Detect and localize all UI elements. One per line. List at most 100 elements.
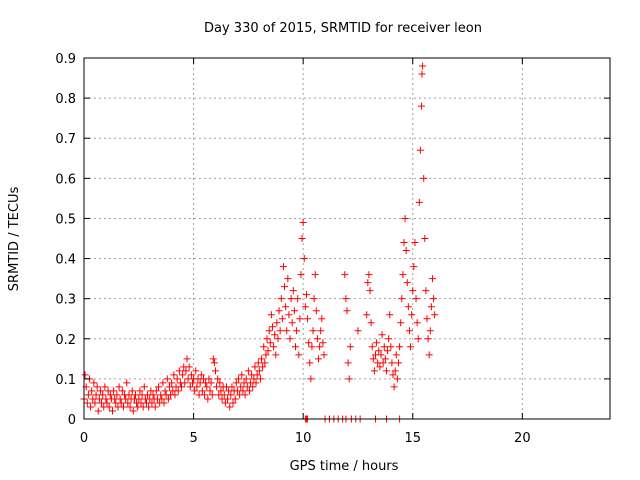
data-point	[399, 271, 407, 279]
data-point	[402, 247, 410, 255]
data-point	[271, 331, 279, 339]
y-tick-label: 0.3	[55, 293, 76, 308]
data-point	[410, 263, 418, 271]
y-tick-label: 0.6	[55, 172, 76, 187]
data-point	[422, 287, 430, 295]
data-point	[110, 387, 118, 395]
data-point	[158, 395, 166, 403]
data-point	[103, 399, 111, 407]
data-point	[304, 315, 312, 323]
data-point	[244, 367, 252, 375]
data-point	[117, 399, 125, 407]
data-point	[341, 271, 349, 279]
data-point	[368, 343, 376, 351]
data-point	[182, 367, 190, 375]
data-point	[235, 375, 243, 383]
data-point	[428, 275, 436, 283]
data-point	[254, 359, 262, 367]
data-point	[309, 327, 317, 335]
data-point	[400, 239, 408, 247]
data-point	[378, 331, 386, 339]
data-point	[165, 383, 173, 391]
data-point	[229, 399, 237, 407]
data-point	[306, 359, 314, 367]
data-point	[173, 375, 181, 383]
data-point	[186, 383, 194, 391]
data-point	[245, 387, 253, 395]
data-point	[90, 379, 98, 387]
data-point	[279, 263, 287, 271]
data-point	[407, 343, 415, 351]
x-tick-label: 0	[80, 431, 88, 446]
data-point	[364, 279, 372, 287]
data-point	[217, 387, 225, 395]
data-point	[404, 303, 412, 311]
data-point	[345, 375, 353, 383]
data-point	[365, 271, 373, 279]
data-point	[284, 275, 292, 283]
data-point	[275, 307, 283, 315]
data-point	[161, 387, 169, 395]
data-point	[310, 295, 318, 303]
data-point	[197, 371, 205, 379]
data-point	[232, 379, 240, 387]
data-point	[425, 351, 433, 359]
data-point	[415, 198, 423, 206]
data-point	[224, 395, 232, 403]
data-point	[403, 279, 411, 287]
data-point	[419, 62, 427, 70]
data-point	[94, 407, 102, 415]
data-point	[160, 399, 168, 407]
data-point	[129, 407, 137, 415]
data-point	[106, 391, 114, 399]
data-point	[288, 319, 296, 327]
plot-frame	[83, 57, 611, 420]
data-point	[174, 387, 182, 395]
data-point	[261, 359, 269, 367]
data-point	[307, 375, 315, 383]
data-point	[296, 315, 304, 323]
tick-labels: 0 0.1 0.2 0.3 0.4 0.5 0.6 0.7 0.8 0.9 0 5 10 15 20	[55, 52, 530, 446]
data-point	[318, 315, 326, 323]
data-point	[283, 327, 291, 335]
data-point	[346, 343, 354, 351]
data-point	[132, 391, 140, 399]
data-point	[420, 174, 428, 182]
data-point	[427, 303, 435, 311]
data-point	[381, 355, 389, 363]
data-point	[92, 391, 100, 399]
data-point	[426, 327, 434, 335]
data-point	[210, 359, 218, 367]
data-point	[237, 383, 245, 391]
data-point	[386, 311, 394, 319]
data-point	[370, 367, 378, 375]
data-point	[375, 347, 383, 355]
data-point	[263, 335, 271, 343]
data-point	[423, 315, 431, 323]
data-point	[105, 403, 113, 411]
data-point	[300, 255, 308, 263]
data-point	[96, 387, 104, 395]
data-point	[125, 391, 133, 399]
data-point	[227, 391, 235, 399]
data-point	[207, 379, 215, 387]
data-point	[312, 307, 320, 315]
data-point	[163, 375, 171, 383]
x-tick-label: 20	[514, 431, 531, 446]
y-axis-label: SRMTID / TECUs	[7, 187, 22, 292]
data-point	[385, 335, 393, 343]
data-point	[373, 339, 381, 347]
data-point	[413, 319, 421, 327]
data-point	[99, 391, 107, 399]
data-point	[393, 375, 401, 383]
data-point	[226, 403, 234, 411]
data-point	[115, 383, 123, 391]
data-point	[128, 387, 136, 395]
data-point	[382, 367, 390, 375]
data-point	[344, 359, 352, 367]
data-point	[188, 379, 196, 387]
data-point	[416, 146, 424, 154]
gridlines	[84, 58, 610, 419]
data-point	[376, 363, 384, 371]
